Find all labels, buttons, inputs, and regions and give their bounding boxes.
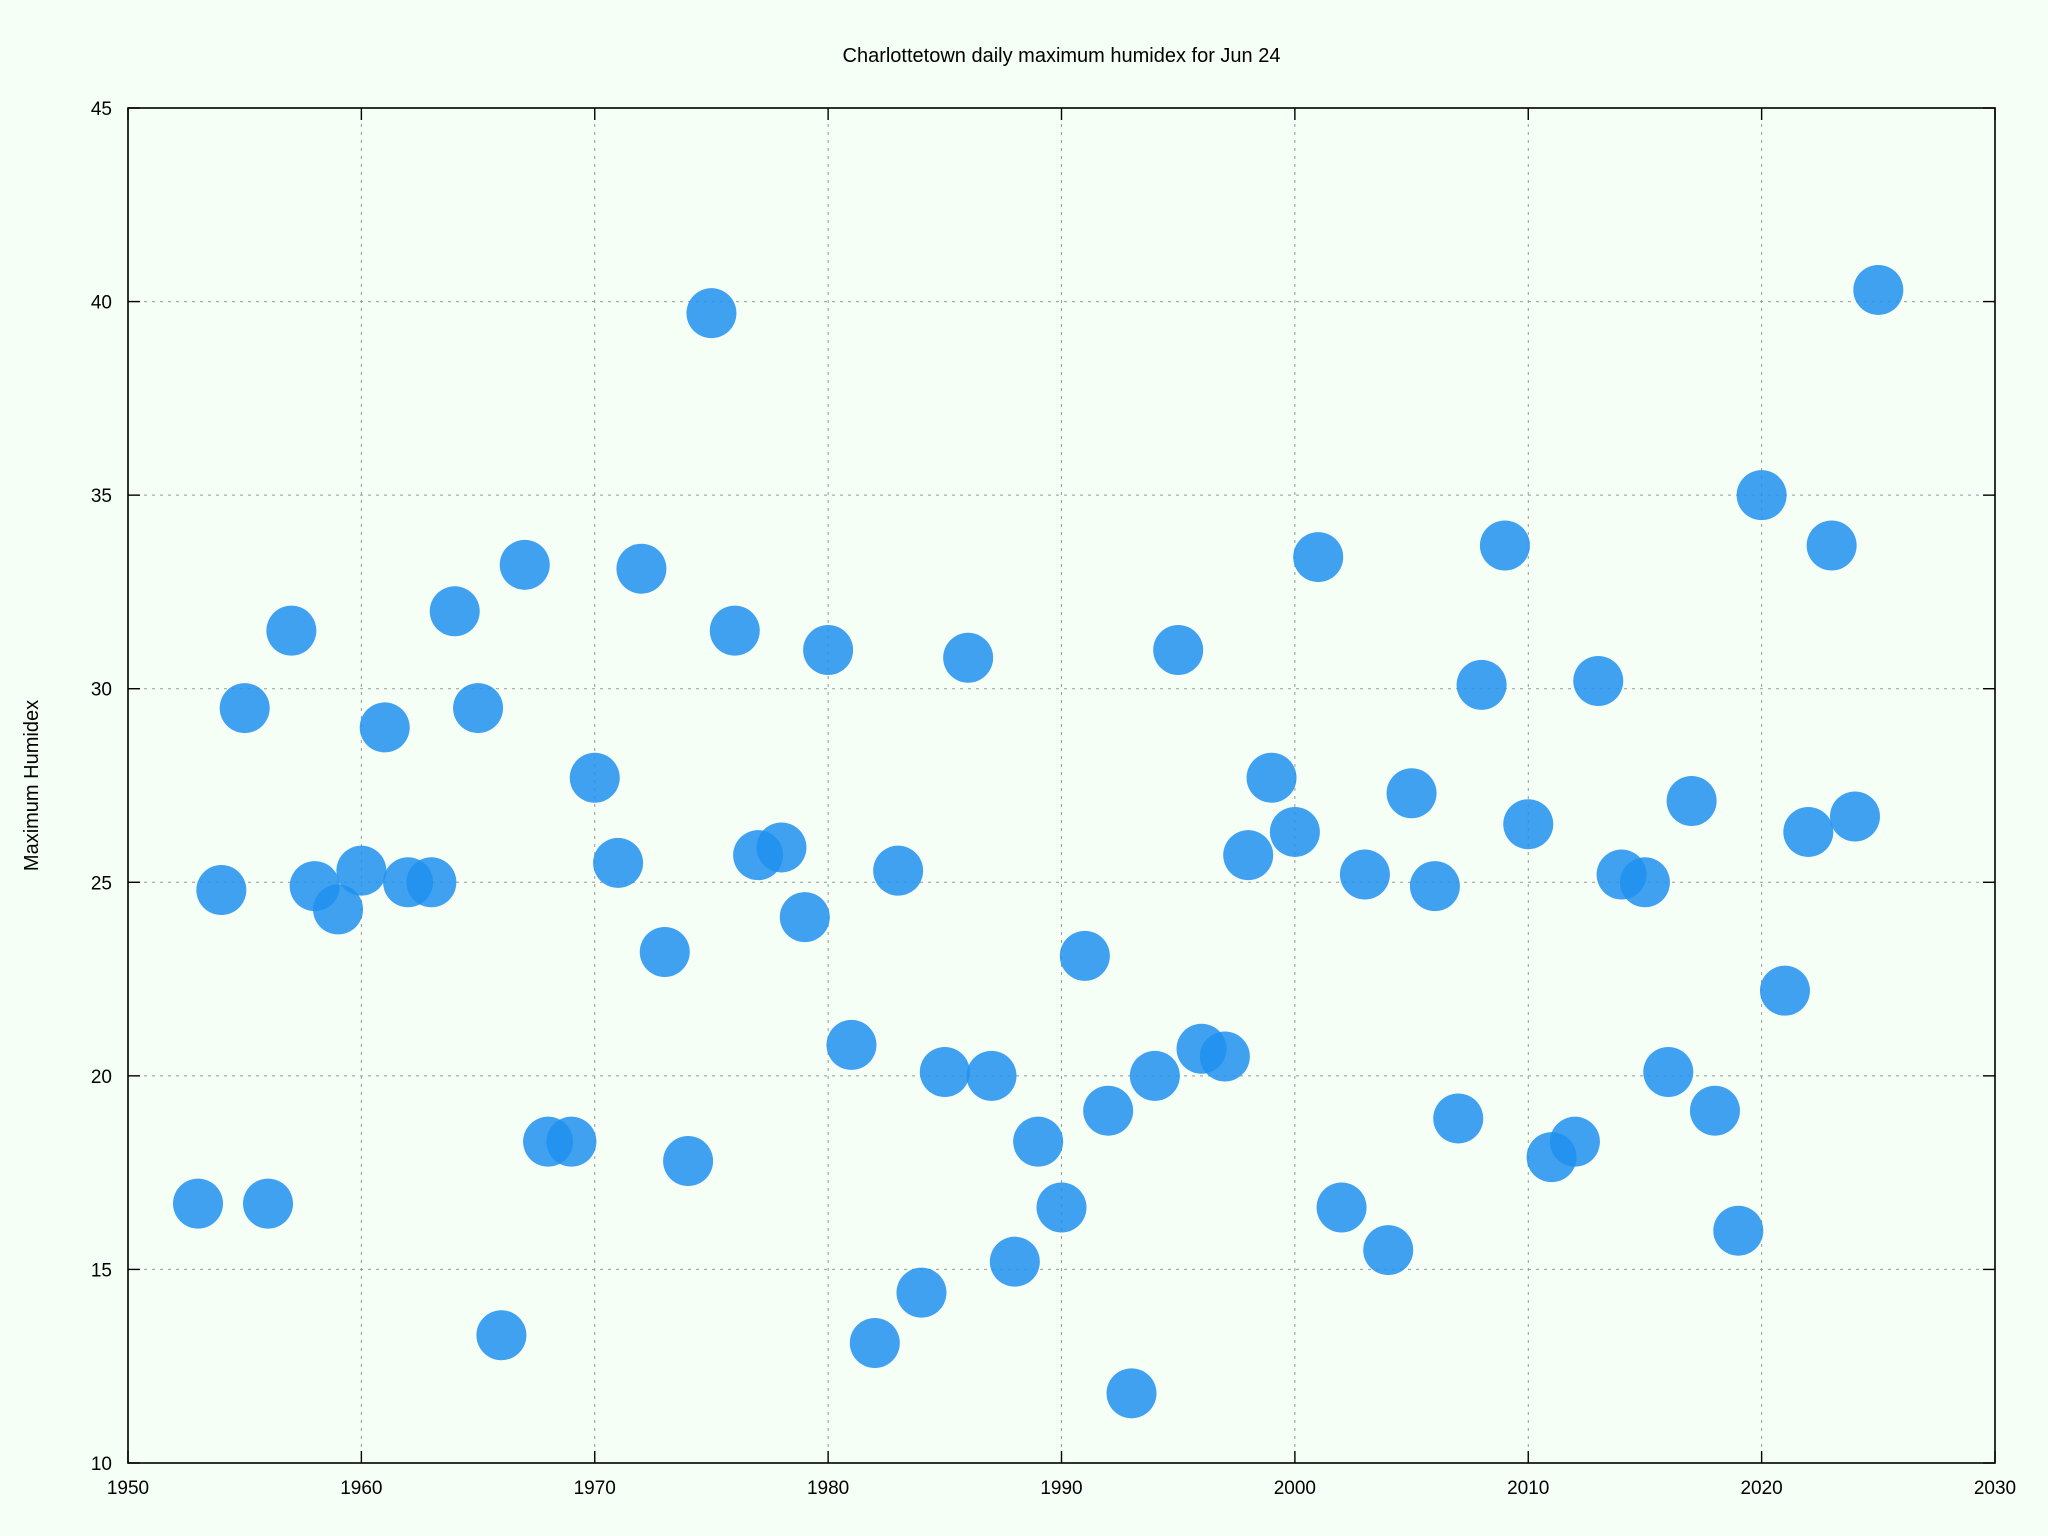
y-tick-label: 25 [91, 873, 112, 894]
data-point [663, 1136, 714, 1187]
data-point [1549, 1116, 1600, 1167]
data-point [1853, 264, 1904, 315]
x-tick-label: 2000 [1274, 1478, 1316, 1499]
data-point [1269, 806, 1320, 857]
data-point [429, 586, 480, 637]
data-point [1783, 806, 1834, 857]
data-point [989, 1236, 1040, 1287]
data-point [499, 539, 550, 590]
data-point [219, 683, 270, 734]
data-point [849, 1317, 900, 1368]
data-point [1339, 849, 1390, 900]
ticks-layer: 1950 1960 1970 1980 1990 2000 2010 2020 20301015… [91, 99, 2016, 1499]
data-point [709, 605, 760, 656]
x-tick-label: 1950 [107, 1478, 149, 1499]
data-point [826, 1019, 877, 1070]
data-point [406, 857, 457, 908]
data-point [1573, 655, 1624, 706]
data-point [1689, 1085, 1740, 1136]
data-point [1106, 1368, 1157, 1419]
data-point [1736, 470, 1787, 521]
data-point [1433, 1093, 1484, 1144]
y-axis-label: Maximum Humidex [21, 700, 43, 871]
data-point [266, 605, 317, 656]
data-point [453, 683, 504, 734]
data-point [1246, 752, 1297, 803]
y-tick-label: 10 [91, 1454, 112, 1475]
points-layer [173, 264, 1904, 1419]
data-point [1129, 1050, 1180, 1101]
data-point [756, 822, 807, 873]
x-tick-label: 2030 [1974, 1478, 2016, 1499]
y-tick-label: 20 [91, 1067, 112, 1088]
y-tick-label: 30 [91, 680, 112, 701]
data-point [1223, 830, 1274, 881]
x-tick-label: 2010 [1507, 1478, 1549, 1499]
data-point [803, 625, 854, 675]
data-point [1456, 659, 1507, 710]
data-point [1316, 1182, 1367, 1233]
data-point [1409, 861, 1460, 912]
data-point [919, 1046, 970, 1097]
data-point [639, 926, 690, 977]
chart-title: Charlottetown daily maximum humidex for … [843, 45, 1281, 67]
data-point [1083, 1085, 1134, 1136]
data-point [476, 1310, 527, 1361]
data-point [686, 288, 737, 339]
x-tick-label: 1980 [807, 1478, 849, 1499]
data-point [1713, 1205, 1764, 1256]
data-point [1153, 625, 1204, 675]
data-point [896, 1267, 947, 1318]
data-point [616, 543, 667, 594]
data-point [1666, 775, 1717, 826]
data-point [1036, 1182, 1087, 1233]
data-point [1829, 791, 1880, 842]
data-point [313, 884, 364, 935]
data-point [1479, 520, 1530, 571]
data-point [1759, 965, 1810, 1016]
data-point [593, 837, 644, 888]
x-tick-label: 2020 [1740, 1478, 1782, 1499]
data-point [336, 845, 387, 896]
data-point [1013, 1116, 1064, 1167]
data-point [1806, 520, 1857, 571]
data-point [359, 702, 410, 753]
data-point [1643, 1046, 1694, 1097]
data-point [1199, 1031, 1250, 1082]
plot-frame [127, 107, 1996, 1464]
data-point [966, 1050, 1017, 1101]
data-point [1619, 857, 1670, 908]
data-point [943, 632, 994, 683]
y-tick-label: 15 [91, 1260, 112, 1281]
data-point [196, 865, 247, 916]
data-point [1363, 1225, 1414, 1276]
data-point [243, 1178, 294, 1229]
y-tick-label: 45 [91, 99, 112, 120]
x-tick-label: 1960 [340, 1478, 382, 1499]
data-point [1293, 532, 1344, 583]
data-point [546, 1116, 597, 1167]
data-point [173, 1178, 224, 1229]
x-tick-label: 1990 [1040, 1478, 1082, 1499]
x-tick-label: 1970 [574, 1478, 616, 1499]
y-tick-label: 40 [91, 293, 112, 314]
data-point [779, 892, 830, 943]
data-point [1386, 768, 1437, 819]
data-point [1503, 799, 1554, 850]
data-point [569, 752, 620, 803]
y-tick-label: 35 [91, 486, 112, 507]
data-point [873, 845, 924, 896]
data-point [1059, 930, 1110, 981]
